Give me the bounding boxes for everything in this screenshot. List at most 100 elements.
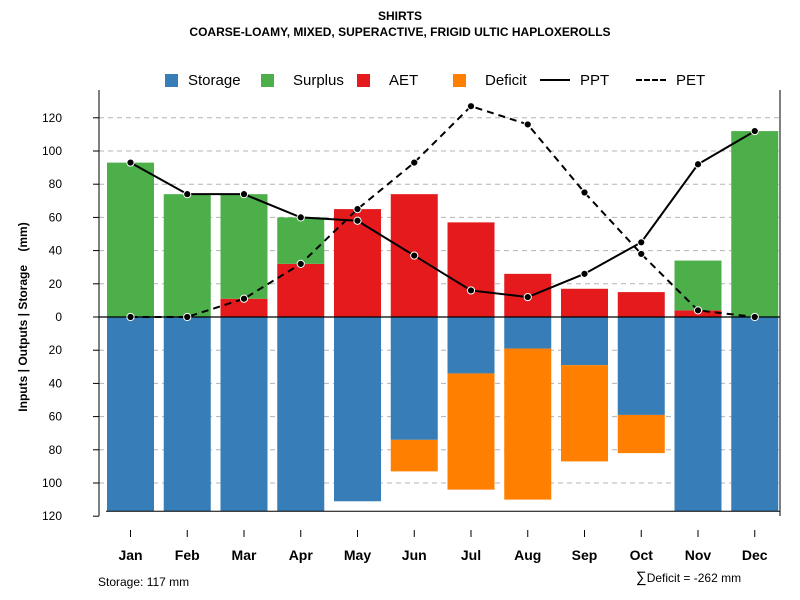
ppt-line: [130, 130, 756, 299]
ppt-point-oct: [637, 238, 646, 247]
ppt-point-apr: [296, 213, 305, 222]
pet-point-aug: [523, 120, 532, 129]
sum-symbol: ∑: [636, 569, 647, 586]
y-tick-label: 60: [49, 410, 63, 424]
aet-bar-mar: [220, 298, 268, 317]
ppt-point-mar: [239, 190, 249, 199]
y-tick-label: 120: [42, 509, 62, 523]
y-tick-label: 100: [42, 476, 62, 490]
surplus-bar-feb: [163, 194, 211, 317]
ppt-point-nov: [693, 160, 703, 169]
pet-point-mar: [239, 294, 249, 303]
x-tick-label-mar: Mar: [232, 547, 257, 563]
pet-point-may: [353, 205, 362, 214]
x-tick-label-jul: Jul: [461, 547, 481, 563]
surplus-bar-mar: [220, 194, 268, 299]
ppt-point-feb: [183, 190, 192, 199]
storage-bar-sep: [561, 317, 608, 366]
y-tick-label: 20: [49, 277, 63, 291]
pet-point-feb: [183, 312, 192, 322]
y-tick-label: 20: [49, 343, 63, 357]
ppt-point-may: [353, 216, 362, 225]
chart-subtitle: COARSE-LOAMY, MIXED, SUPERACTIVE, FRIGID…: [189, 25, 611, 39]
storage-bar-aug: [504, 317, 552, 349]
legend-item-ppt: PPT: [540, 70, 609, 90]
storage-bar-nov: [674, 317, 722, 512]
storage-bar-dec: [731, 317, 779, 512]
pet-point-jun: [410, 158, 419, 167]
y-tick-label: 40: [49, 376, 63, 390]
legend-label-deficit: Deficit: [485, 71, 527, 89]
ppt-point-jul: [466, 286, 476, 295]
pet-point-jul: [466, 102, 476, 111]
pet-point-jan: [126, 312, 135, 322]
x-tick-label-aug: Aug: [514, 547, 541, 563]
storage-bar-jun: [390, 317, 438, 440]
pet-point-dec: [750, 312, 759, 322]
legend-item-storage: Storage: [165, 70, 241, 90]
pet-line: [130, 105, 755, 318]
surplus-bar-nov: [674, 260, 722, 311]
surplus-bar-dec: [731, 131, 779, 317]
x-tick-label-oct: Oct: [630, 547, 654, 563]
legend-item-surplus: Surplus: [261, 70, 344, 90]
x-tick-label-feb: Feb: [175, 547, 200, 563]
storage-bar-mar: [220, 317, 268, 512]
deficit-summary: ∑Deficit = -262 mm: [636, 569, 741, 586]
ppt-point-dec: [750, 126, 759, 136]
x-tick-label-sep: Sep: [572, 547, 598, 563]
legend-line-pet: [636, 79, 666, 81]
aet-bar-jul: [447, 222, 495, 317]
legend-label-pet: PET: [676, 71, 706, 89]
pet-point-nov: [693, 306, 703, 315]
y-tick-label: 80: [49, 443, 63, 457]
pet-point-oct: [637, 249, 646, 259]
deficit-bar-jul: [447, 373, 495, 490]
legend-item-aet: AET: [357, 70, 418, 90]
storage-bar-jan: [107, 317, 154, 512]
aet-bar-oct: [617, 292, 665, 317]
y-tick-label: 0: [55, 310, 62, 324]
legend: Storage Surplus AET Deficit PPT PET: [0, 70, 800, 90]
deficit-summary-text: Deficit = -262 mm: [646, 571, 742, 585]
legend-item-pet: PET: [636, 70, 705, 90]
y-tick-label: 80: [49, 177, 63, 191]
y-tick-label: 40: [49, 244, 63, 258]
storage-bar-feb: [163, 317, 211, 512]
x-tick-label-apr: Apr: [289, 547, 314, 563]
y-tick-label: 120: [42, 111, 62, 125]
pet-point-sep: [580, 188, 589, 197]
storage-bar-jul: [447, 317, 495, 374]
aet-bar-may: [334, 209, 381, 317]
legend-item-deficit: Deficit: [453, 70, 527, 90]
x-tick-label-dec: Dec: [742, 547, 768, 563]
y-tick-label: 100: [42, 144, 62, 158]
surplus-bar-apr: [277, 217, 325, 264]
legend-swatch-deficit: [453, 73, 466, 87]
chart-title: SHIRTS: [377, 9, 422, 23]
pet-point-apr: [296, 259, 305, 268]
aet-bar-apr: [277, 263, 325, 317]
legend-swatch-storage: [165, 73, 178, 87]
y-axis-title: Inputs | Outputs | Storage (mm): [16, 222, 30, 411]
aet-bar-sep: [561, 288, 608, 317]
storage-bar-may: [334, 317, 381, 502]
ppt-point-sep: [580, 269, 589, 278]
x-tick-label-jun: Jun: [402, 547, 427, 563]
ppt-point-jan: [126, 158, 135, 167]
legend-swatch-aet: [357, 73, 370, 87]
storage-bar-oct: [617, 317, 665, 415]
storage-bar-apr: [277, 317, 325, 512]
ppt-point-aug: [523, 292, 532, 302]
x-tick-label-nov: Nov: [685, 547, 712, 563]
storage-summary: Storage: 117 mm: [98, 575, 190, 589]
y-tick-label: 60: [49, 210, 63, 224]
x-tick-label-may: May: [344, 547, 371, 563]
deficit-bar-oct: [617, 414, 665, 454]
deficit-bar-sep: [561, 365, 608, 462]
deficit-bar-aug: [504, 348, 552, 500]
legend-label-aet: AET: [389, 71, 419, 89]
x-tick-label-jan: Jan: [118, 547, 142, 563]
surplus-bar-jan: [107, 162, 154, 317]
